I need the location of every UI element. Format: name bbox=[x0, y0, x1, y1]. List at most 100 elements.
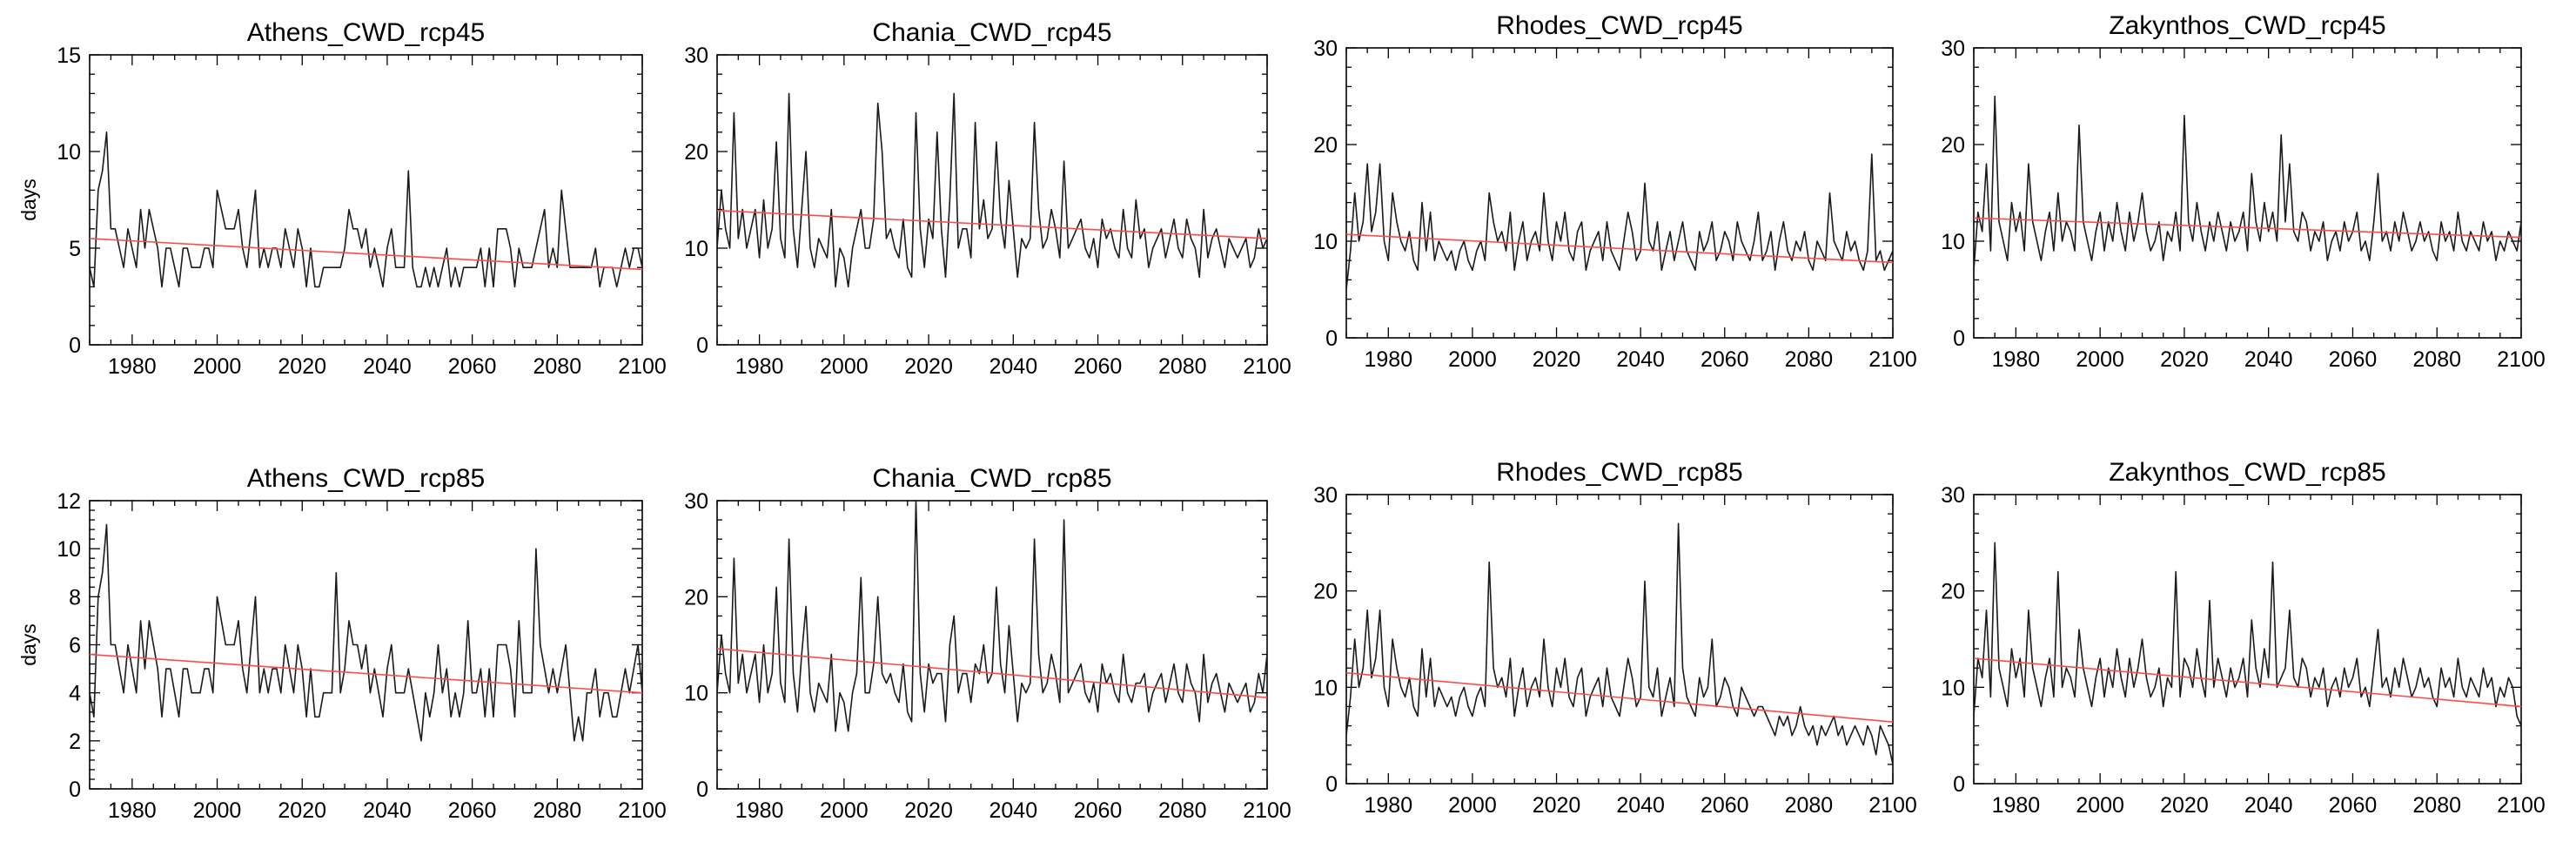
x-tick-label: 2040 bbox=[989, 798, 1037, 823]
chart-panel-8: Zakynthos_CWD_rcp85 1980 2000 2020 2040 2060 2… bbox=[1941, 458, 2546, 818]
x-tick-label: 1980 bbox=[1992, 347, 2041, 372]
chart-panel-1: Athens_CWD_rcp45 1980 2000 2020 2040 2060 2080… bbox=[17, 18, 667, 379]
chart-panel-7: Rhodes_CWD_rcp85 1980 2000 2020 2040 2060 2080… bbox=[1313, 458, 1917, 818]
x-tick-label: 2080 bbox=[1785, 347, 1834, 372]
chart-title: Chania_CWD_rcp45 bbox=[872, 18, 1111, 47]
plot-frame bbox=[716, 54, 1268, 346]
x-tick-label: 2100 bbox=[1868, 347, 1917, 372]
x-tick-label: 2020 bbox=[278, 354, 326, 379]
x-tick-label: 2020 bbox=[904, 354, 953, 379]
y-tick-label: 8 bbox=[69, 585, 81, 610]
y-tick-label: 10 bbox=[1313, 230, 1338, 254]
cwd-series-line bbox=[89, 523, 643, 742]
y-tick-label: 4 bbox=[69, 682, 81, 706]
x-tick-label: 2000 bbox=[820, 354, 869, 379]
trend-line bbox=[1973, 657, 2522, 708]
y-tick-label: 5 bbox=[69, 237, 81, 261]
cwd-series-line bbox=[1345, 153, 1894, 290]
x-tick-label: 2040 bbox=[363, 354, 412, 379]
cwd-series-line bbox=[1345, 522, 1894, 765]
x-tick-label: 2080 bbox=[2412, 793, 2461, 818]
y-tick-label: 10 bbox=[684, 682, 708, 706]
x-tick-label: 2060 bbox=[2329, 793, 2378, 818]
x-tick-label: 2060 bbox=[1701, 793, 1749, 818]
x-tick-label: 2000 bbox=[2076, 347, 2124, 372]
x-tick-label: 2040 bbox=[2244, 347, 2293, 372]
y-tick-label: 30 bbox=[1313, 37, 1338, 61]
trend-line bbox=[89, 653, 643, 694]
x-tick-label: 2100 bbox=[1243, 354, 1291, 379]
chart-panel-2: Chania_CWD_rcp45 1980 2000 2020 2040 2060 2080… bbox=[684, 18, 1291, 379]
x-tick-label: 2020 bbox=[2160, 793, 2209, 818]
x-tick-label: 2100 bbox=[1243, 798, 1291, 823]
x-tick-label: 2040 bbox=[2244, 793, 2293, 818]
x-tick-label: 2100 bbox=[618, 798, 667, 823]
x-tick-label: 2100 bbox=[618, 354, 667, 379]
y-tick-label: 20 bbox=[1941, 580, 1965, 604]
chart-title: Athens_CWD_rcp85 bbox=[247, 464, 485, 493]
trend-line bbox=[89, 238, 643, 271]
cwd-series-line bbox=[716, 92, 1268, 288]
cwd-series-line bbox=[1973, 542, 2522, 726]
y-tick-label: 10 bbox=[1313, 676, 1338, 700]
plot-frame bbox=[1345, 494, 1894, 785]
x-tick-label: 2020 bbox=[1533, 347, 1581, 372]
x-tick-label: 2080 bbox=[533, 798, 581, 823]
x-tick-label: 1980 bbox=[735, 354, 784, 379]
y-tick-label: 20 bbox=[1941, 133, 1965, 158]
x-tick-label: 2020 bbox=[2160, 347, 2209, 372]
y-axis-label: days bbox=[17, 623, 40, 666]
x-tick-label: 1980 bbox=[1364, 793, 1412, 818]
chart-title: Zakynthos_CWD_rcp45 bbox=[2109, 11, 2385, 40]
x-tick-label: 1980 bbox=[108, 798, 157, 823]
y-axis-label: days bbox=[17, 179, 40, 221]
y-tick-label: 30 bbox=[1313, 483, 1338, 508]
y-tick-label: 10 bbox=[1941, 676, 1965, 700]
x-tick-label: 2060 bbox=[1701, 347, 1749, 372]
y-tick-label: 15 bbox=[57, 44, 81, 68]
y-tick-label: 10 bbox=[57, 140, 81, 165]
plot-frame bbox=[89, 54, 643, 346]
x-tick-label: 2000 bbox=[820, 798, 869, 823]
x-tick-label: 2040 bbox=[1616, 793, 1665, 818]
trend-line bbox=[1345, 671, 1894, 723]
cwd-series-line bbox=[89, 131, 643, 288]
x-tick-label: 1980 bbox=[1992, 793, 2041, 818]
x-tick-label: 2000 bbox=[193, 354, 242, 379]
y-tick-label: 0 bbox=[696, 333, 708, 358]
y-tick-label: 0 bbox=[1953, 327, 1965, 351]
x-tick-label: 2100 bbox=[2497, 347, 2546, 372]
chart-title: Zakynthos_CWD_rcp85 bbox=[2109, 458, 2385, 487]
x-tick-label: 2100 bbox=[1868, 793, 1917, 818]
chart-title: Chania_CWD_rcp85 bbox=[872, 464, 1111, 493]
y-tick-label: 30 bbox=[1941, 483, 1965, 508]
y-tick-label: 12 bbox=[57, 489, 81, 514]
x-tick-label: 2080 bbox=[533, 354, 581, 379]
cwd-series-line bbox=[1973, 95, 2522, 271]
plot-frame bbox=[1345, 47, 1894, 339]
x-tick-label: 2000 bbox=[2076, 793, 2124, 818]
x-tick-label: 2020 bbox=[1533, 793, 1581, 818]
plot-frame bbox=[1973, 47, 2522, 339]
x-tick-label: 2080 bbox=[2412, 347, 2461, 372]
chart-panel-4: Zakynthos_CWD_rcp45 1980 2000 2020 2040 2060 2… bbox=[1941, 11, 2546, 372]
x-tick-label: 2060 bbox=[1074, 798, 1123, 823]
y-tick-label: 0 bbox=[696, 778, 708, 802]
x-tick-label: 2100 bbox=[2497, 793, 2546, 818]
y-tick-label: 20 bbox=[684, 585, 708, 610]
x-tick-label: 2000 bbox=[193, 798, 242, 823]
y-tick-label: 0 bbox=[1325, 327, 1338, 351]
x-tick-label: 2060 bbox=[2329, 347, 2378, 372]
plot-frame bbox=[716, 500, 1268, 790]
x-tick-label: 2080 bbox=[1785, 793, 1834, 818]
y-tick-label: 10 bbox=[684, 237, 708, 261]
chart-title: Rhodes_CWD_rcp85 bbox=[1496, 458, 1742, 487]
y-tick-label: 30 bbox=[684, 489, 708, 514]
y-tick-label: 30 bbox=[684, 44, 708, 68]
x-tick-label: 2040 bbox=[363, 798, 412, 823]
x-tick-label: 1980 bbox=[1364, 347, 1412, 372]
x-tick-label: 2060 bbox=[448, 798, 497, 823]
y-tick-label: 0 bbox=[69, 778, 81, 802]
y-tick-label: 0 bbox=[1953, 772, 1965, 797]
